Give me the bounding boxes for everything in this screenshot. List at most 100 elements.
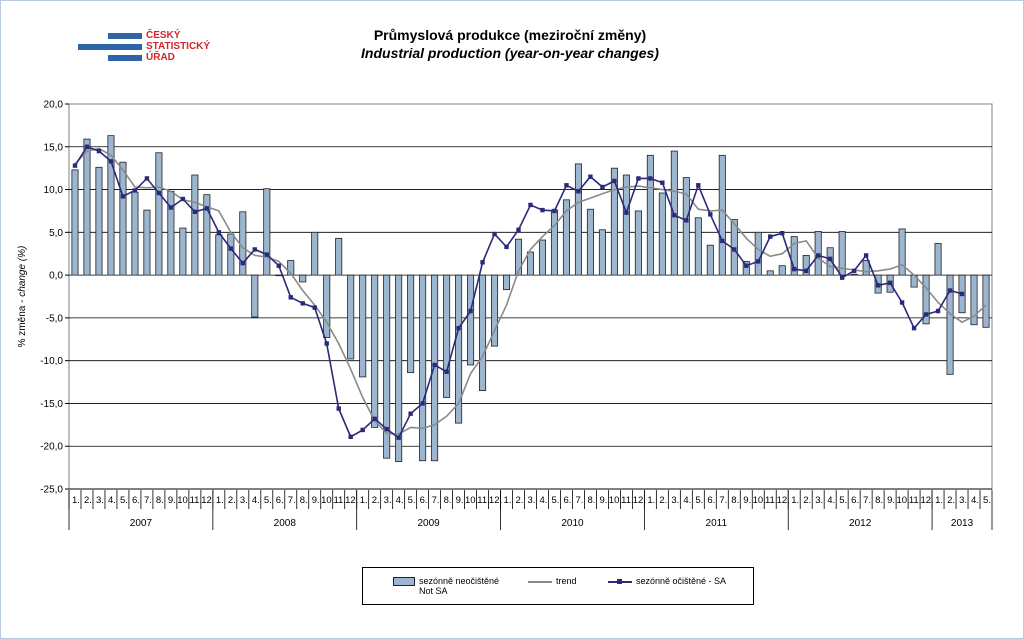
y-tick-label: -25,0 — [40, 485, 63, 496]
sa-marker — [540, 207, 545, 213]
sa-marker — [432, 362, 437, 368]
bar-not-sa — [119, 161, 127, 276]
sa-marker — [156, 190, 162, 196]
month-label: 9. — [887, 495, 895, 506]
legend-label-sa: sezónně očištěné - SA — [636, 576, 727, 586]
legend: sezónně neočištěné Not SA trend sezónně … — [362, 567, 754, 605]
bar-not-sa — [850, 273, 858, 276]
month-label: 6. — [132, 495, 140, 506]
legend-item-not-sa: sezónně neočištěné Not SA — [393, 576, 499, 596]
sa-marker — [744, 263, 749, 268]
legend-label-not-sa-en: Not SA — [419, 586, 448, 597]
month-label: 11. — [621, 495, 634, 506]
month-label: 5. — [983, 495, 991, 506]
bar-not-sa — [538, 239, 547, 276]
month-label: 3. — [815, 495, 823, 506]
bar-not-sa — [754, 231, 762, 276]
sa-marker — [456, 325, 461, 331]
y-tick-label: -15,0 — [40, 399, 63, 410]
bar-not-sa — [479, 274, 487, 392]
sa-marker — [815, 253, 821, 258]
logo-line-3: ÚŘAD — [146, 52, 175, 63]
chart-title: Průmyslová produkce (meziroční změny) — [373, 27, 647, 43]
month-label: 1. — [935, 495, 943, 506]
bar-not-sa — [718, 154, 726, 276]
sa-marker — [660, 180, 665, 185]
bar-not-sa — [299, 274, 307, 283]
bar-not-sa — [946, 274, 954, 375]
bar-not-sa — [227, 233, 235, 276]
month-label: 7. — [144, 495, 152, 506]
bar-not-sa — [826, 247, 834, 276]
logo-text: ČESKÝ STATISTICKÝ ÚŘAD — [146, 30, 210, 63]
month-label: 10. — [177, 495, 190, 506]
bar-not-sa — [131, 191, 139, 276]
sa-marker — [588, 174, 593, 179]
sa-marker — [384, 426, 389, 432]
month-label: 3. — [959, 495, 967, 506]
sa-marker — [276, 263, 281, 268]
bar-not-sa — [514, 238, 523, 276]
bar-not-sa — [838, 231, 846, 276]
month-label: 5. — [120, 495, 128, 506]
sa-marker — [336, 406, 341, 411]
sa-marker — [84, 144, 90, 149]
month-label: 1. — [791, 495, 799, 506]
legend-label-trend: trend — [556, 576, 577, 586]
sa-marker — [576, 189, 581, 194]
sa-marker — [204, 206, 210, 211]
bar-not-sa — [83, 138, 91, 276]
month-label: 2. — [84, 495, 92, 506]
sa-marker — [684, 218, 689, 223]
year-label: 2007 — [130, 518, 153, 529]
logo-line-1: ČESKÝ — [146, 30, 181, 41]
sa-marker — [720, 238, 725, 244]
y-tick-label: 10,0 — [44, 185, 64, 196]
bar-not-sa — [263, 188, 271, 276]
sa-marker — [216, 230, 222, 235]
month-label: 6. — [276, 495, 284, 506]
y-tick-label: 20,0 — [44, 100, 64, 111]
bar-not-sa — [215, 234, 223, 276]
sa-marker — [420, 401, 425, 406]
sa-marker — [516, 227, 521, 232]
sa-marker — [839, 275, 845, 280]
bar-not-sa — [790, 236, 798, 276]
month-label: 9. — [312, 495, 320, 506]
sa-marker — [132, 188, 138, 193]
bar-not-sa — [203, 194, 211, 276]
sa-marker — [708, 212, 713, 217]
month-label: 2. — [516, 495, 524, 506]
sa-marker — [612, 178, 617, 184]
y-tick-label: -5,0 — [46, 313, 64, 324]
bar-not-sa — [239, 211, 247, 276]
month-label: 11. — [909, 495, 922, 506]
sa-marker — [875, 283, 881, 288]
y-tick-label: -20,0 — [40, 442, 63, 453]
sa-marker — [96, 148, 102, 154]
sa-marker — [372, 416, 377, 422]
month-label: 8. — [587, 495, 595, 506]
sa-marker — [780, 230, 785, 236]
bar-not-sa — [646, 154, 654, 276]
bar-not-sa — [143, 209, 151, 276]
bar-not-sa — [395, 274, 403, 463]
sa-marker — [396, 435, 401, 440]
sa-marker — [192, 209, 198, 214]
bar-not-sa — [586, 208, 594, 276]
month-label: 8. — [731, 495, 739, 506]
month-label: 1. — [72, 495, 80, 506]
bar-not-sa — [467, 274, 475, 366]
sa-marker — [672, 213, 677, 218]
month-label: 5. — [552, 495, 560, 506]
bar-not-sa — [934, 243, 942, 276]
month-label: 12. — [201, 495, 214, 506]
bar-not-sa — [610, 167, 618, 276]
bar-not-sa — [550, 209, 558, 276]
bar-not-sa — [706, 244, 714, 276]
sa-marker — [863, 253, 869, 258]
bar-not-sa — [155, 152, 163, 276]
month-label: 5. — [264, 495, 272, 506]
month-label: 3. — [96, 495, 104, 506]
sa-marker — [480, 260, 485, 265]
